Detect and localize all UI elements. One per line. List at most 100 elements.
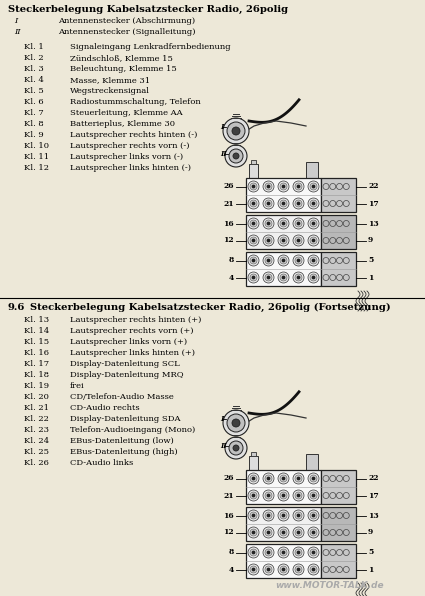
Text: 9: 9 — [368, 237, 373, 244]
Text: 5: 5 — [368, 548, 373, 557]
Circle shape — [278, 181, 289, 192]
Circle shape — [295, 529, 302, 536]
Circle shape — [295, 183, 302, 190]
Circle shape — [250, 183, 257, 190]
Circle shape — [250, 549, 257, 556]
Circle shape — [248, 181, 259, 192]
Text: Kl. 19: Kl. 19 — [24, 382, 49, 390]
Text: 22: 22 — [368, 474, 379, 483]
Circle shape — [310, 220, 317, 227]
Circle shape — [293, 490, 304, 501]
Text: Zündschloß, Klemme 15: Zündschloß, Klemme 15 — [70, 54, 173, 62]
Circle shape — [267, 531, 270, 533]
Text: Lautsprecher rechts vorn (+): Lautsprecher rechts vorn (+) — [70, 327, 193, 335]
Circle shape — [308, 527, 319, 538]
Text: 17: 17 — [368, 200, 379, 207]
Circle shape — [278, 527, 289, 538]
Text: Kl. 7: Kl. 7 — [24, 109, 44, 117]
Circle shape — [280, 274, 287, 281]
Text: Kl. 24: Kl. 24 — [24, 437, 49, 445]
Text: Lautsprecher links hinten (-): Lautsprecher links hinten (-) — [70, 164, 191, 172]
FancyBboxPatch shape — [246, 178, 321, 212]
Circle shape — [310, 200, 317, 207]
Circle shape — [267, 494, 270, 496]
Circle shape — [282, 240, 285, 242]
Circle shape — [250, 237, 257, 244]
Circle shape — [233, 153, 239, 159]
Circle shape — [252, 531, 255, 533]
Text: Kl. 2: Kl. 2 — [24, 54, 44, 62]
Circle shape — [308, 255, 319, 266]
Text: 12: 12 — [224, 529, 234, 536]
Circle shape — [282, 202, 285, 204]
Text: Kl. 6: Kl. 6 — [24, 98, 44, 106]
Circle shape — [312, 277, 314, 279]
Text: 13: 13 — [368, 511, 379, 520]
Text: Display-Datenleitung SDA: Display-Datenleitung SDA — [70, 415, 181, 423]
Circle shape — [298, 551, 300, 554]
Circle shape — [310, 566, 317, 573]
Circle shape — [265, 492, 272, 499]
Text: 16: 16 — [224, 511, 234, 520]
Circle shape — [267, 222, 270, 225]
Circle shape — [295, 549, 302, 556]
Circle shape — [233, 445, 239, 451]
Circle shape — [295, 475, 302, 482]
Circle shape — [282, 477, 285, 480]
FancyBboxPatch shape — [321, 215, 356, 249]
Circle shape — [295, 566, 302, 573]
Circle shape — [250, 257, 257, 264]
Circle shape — [282, 185, 285, 188]
Circle shape — [298, 185, 300, 188]
Circle shape — [282, 531, 285, 533]
Circle shape — [267, 551, 270, 554]
Text: Masse, Klemme 31: Masse, Klemme 31 — [70, 76, 150, 84]
Circle shape — [308, 181, 319, 192]
Text: 26: 26 — [224, 474, 234, 483]
Text: Kl. 3: Kl. 3 — [24, 65, 44, 73]
Circle shape — [265, 183, 272, 190]
Text: Kl. 11: Kl. 11 — [24, 153, 49, 161]
FancyBboxPatch shape — [246, 215, 321, 249]
Circle shape — [310, 237, 317, 244]
FancyBboxPatch shape — [321, 507, 356, 541]
Circle shape — [310, 529, 317, 536]
Text: Kl. 5: Kl. 5 — [24, 87, 44, 95]
Text: 8: 8 — [229, 548, 234, 557]
Text: Steckerbelegung Kabelsatzstecker Radio, 26polig: Steckerbelegung Kabelsatzstecker Radio, … — [8, 5, 288, 14]
Circle shape — [298, 277, 300, 279]
Circle shape — [263, 547, 274, 558]
Circle shape — [310, 492, 317, 499]
Circle shape — [278, 218, 289, 229]
Text: 1: 1 — [368, 566, 374, 573]
Text: Kl. 23: Kl. 23 — [24, 426, 49, 434]
Circle shape — [223, 410, 249, 436]
Circle shape — [248, 473, 259, 484]
Text: II: II — [220, 150, 227, 158]
Circle shape — [308, 235, 319, 246]
Circle shape — [248, 218, 259, 229]
Circle shape — [252, 202, 255, 204]
Circle shape — [263, 272, 274, 283]
Circle shape — [265, 237, 272, 244]
Text: 12: 12 — [224, 237, 234, 244]
Circle shape — [293, 272, 304, 283]
Text: www.MOTOR-TALK.de: www.MOTOR-TALK.de — [276, 581, 384, 590]
Text: 16: 16 — [224, 219, 234, 228]
Circle shape — [295, 512, 302, 519]
Circle shape — [263, 181, 274, 192]
Text: Kl. 25: Kl. 25 — [24, 448, 49, 456]
Text: Lautsprecher links vorn (+): Lautsprecher links vorn (+) — [70, 338, 187, 346]
Circle shape — [293, 547, 304, 558]
Circle shape — [298, 494, 300, 496]
Circle shape — [298, 259, 300, 262]
FancyBboxPatch shape — [321, 178, 356, 212]
Circle shape — [252, 222, 255, 225]
Circle shape — [298, 222, 300, 225]
Circle shape — [252, 277, 255, 279]
Text: 9: 9 — [368, 529, 373, 536]
Text: Steckerbelegung Kabelsatzstecker Radio, 26polig (Fortsetzung): Steckerbelegung Kabelsatzstecker Radio, … — [30, 303, 391, 312]
Bar — [249, 456, 258, 470]
Circle shape — [250, 274, 257, 281]
Circle shape — [227, 414, 245, 432]
